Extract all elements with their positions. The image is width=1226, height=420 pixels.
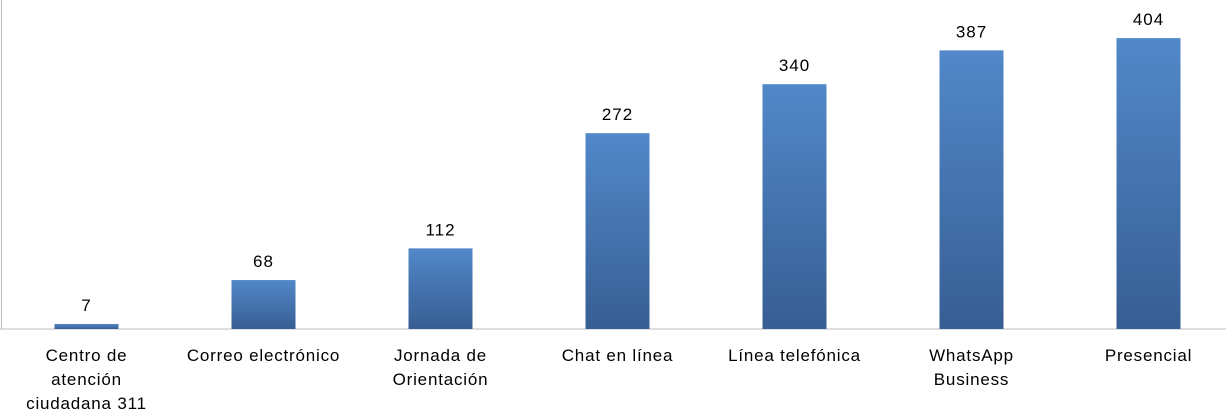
value-label: 68 bbox=[253, 252, 274, 271]
x-tick-label: Jornada de Orientación bbox=[392, 346, 489, 389]
bar bbox=[762, 84, 827, 329]
x-tick-label: WhatsApp Business bbox=[929, 346, 1014, 389]
value-label: 404 bbox=[1133, 10, 1164, 29]
bar bbox=[408, 248, 473, 329]
x-tick-label: Presencial bbox=[1104, 346, 1193, 365]
value-label: 112 bbox=[425, 220, 455, 239]
bar bbox=[1116, 38, 1181, 330]
bar bbox=[939, 50, 1004, 330]
value-label: 272 bbox=[602, 105, 633, 124]
value-label: 387 bbox=[956, 22, 987, 41]
bar bbox=[231, 280, 296, 329]
x-tick-label: Chat en línea bbox=[561, 346, 674, 365]
bar bbox=[54, 323, 119, 329]
x-tick-label: Correo electrónico bbox=[186, 346, 341, 365]
value-label: 7 bbox=[81, 296, 91, 315]
x-tick-label: Línea telefónica bbox=[728, 346, 861, 365]
x-tick-label: Centro de atención ciudadana 311 bbox=[26, 346, 147, 413]
value-label: 340 bbox=[779, 56, 810, 75]
bar bbox=[585, 133, 650, 329]
